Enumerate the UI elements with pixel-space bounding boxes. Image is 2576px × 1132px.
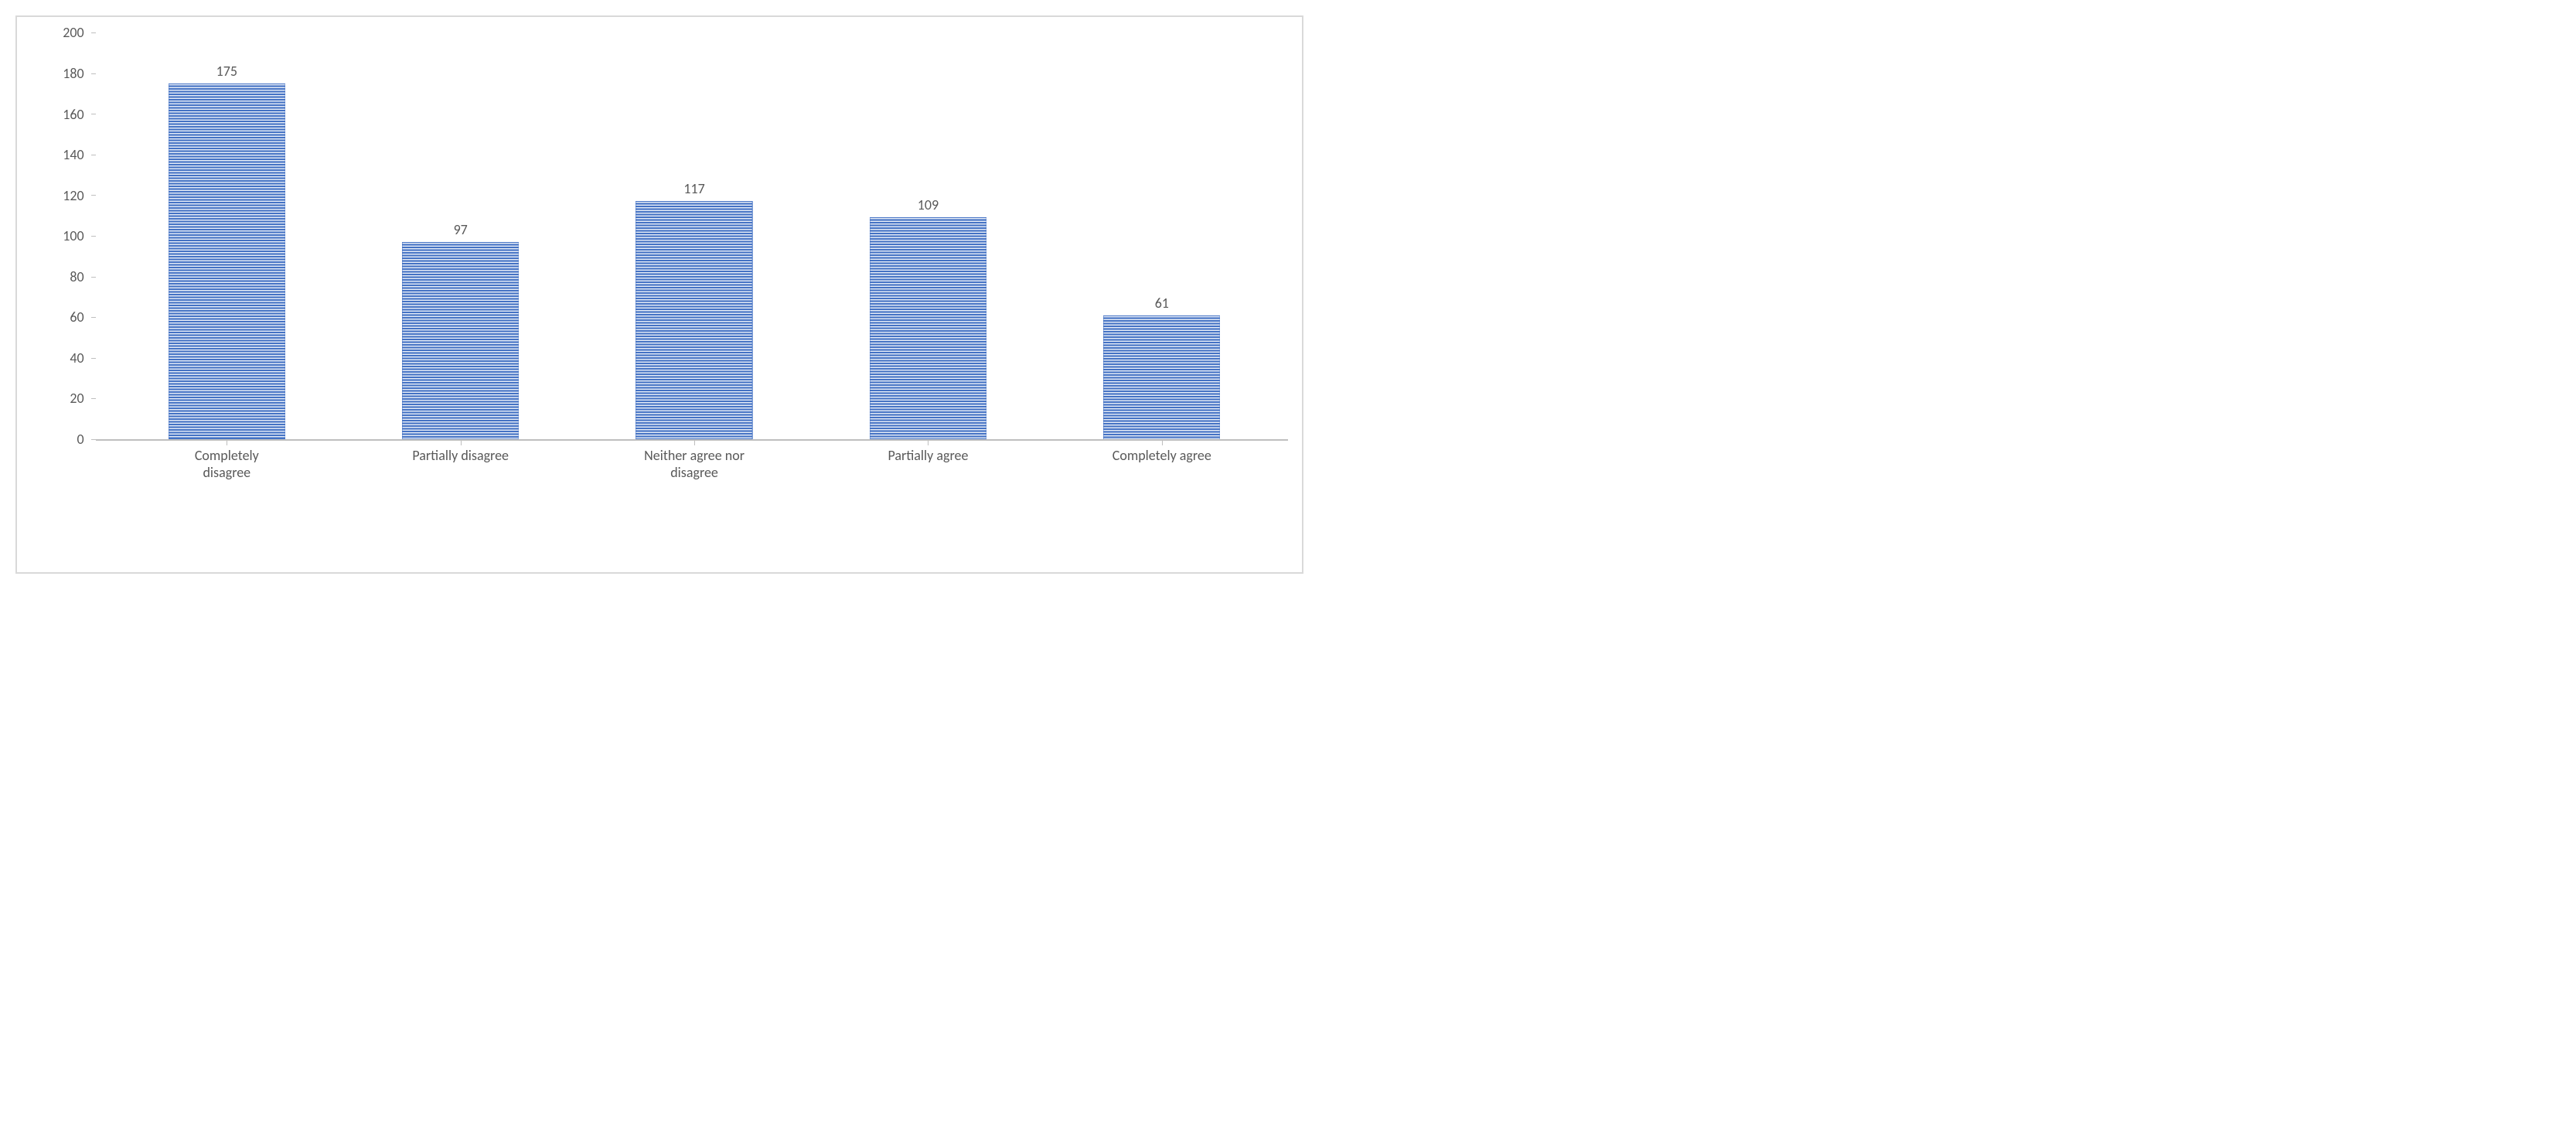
- x-tick-mark: [694, 441, 695, 445]
- bar: [635, 201, 752, 438]
- y-tick-mark: [91, 439, 96, 440]
- x-tick-label: Neither agree nor disagree: [583, 447, 805, 482]
- data-label: 117: [617, 180, 772, 197]
- bar: [169, 84, 285, 439]
- y-tick-label: 120: [63, 187, 83, 204]
- x-tick-mark: [461, 441, 462, 445]
- x-tick-label: Completely disagree: [116, 447, 338, 482]
- y-tick-mark: [91, 32, 96, 33]
- y-tick-mark: [91, 236, 96, 237]
- y-tick-mark: [91, 73, 96, 74]
- y-tick-mark: [91, 398, 96, 399]
- data-label: 175: [149, 63, 304, 80]
- x-tick-mark: [1162, 441, 1163, 445]
- y-tick-mark: [91, 358, 96, 359]
- y-tick-mark: [91, 317, 96, 318]
- x-tick-mark: [928, 441, 929, 445]
- y-tick-label: 180: [63, 65, 83, 82]
- bar: [870, 217, 986, 438]
- y-tick-label: 40: [70, 349, 83, 367]
- data-label: 109: [850, 196, 1005, 213]
- y-tick-label: 200: [63, 24, 83, 41]
- y-tick-label: 60: [70, 309, 83, 326]
- bar: [402, 242, 519, 439]
- data-label: 97: [383, 221, 538, 238]
- data-label: 61: [1085, 295, 1239, 312]
- y-tick-label: 160: [63, 106, 83, 123]
- chart-frame: 0 20 40 60 80 100 120 140 160 180 200 175 Completely…: [15, 15, 1303, 574]
- y-tick-label: 80: [70, 268, 83, 285]
- x-axis-line: [96, 439, 1289, 441]
- y-tick-label: 0: [77, 431, 84, 448]
- x-tick-label: Partially agree: [817, 447, 1039, 465]
- y-tick-mark: [91, 195, 96, 196]
- y-tick-label: 140: [63, 146, 83, 163]
- y-tick-mark: [91, 277, 96, 278]
- y-tick-label: 100: [63, 227, 83, 244]
- y-tick-label: 20: [70, 390, 83, 407]
- bar: [1103, 315, 1220, 439]
- x-tick-label: Partially disagree: [349, 447, 571, 465]
- x-tick-label: Completely agree: [1051, 447, 1273, 465]
